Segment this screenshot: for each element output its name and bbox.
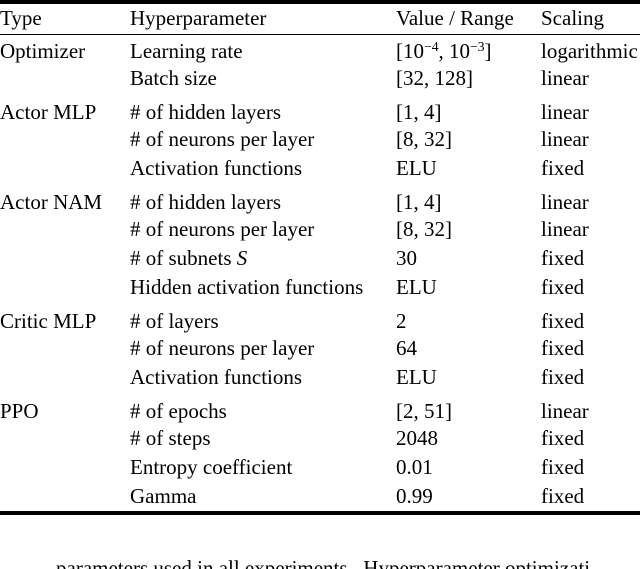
type-cell: Optimizer bbox=[0, 38, 86, 63]
hyperparameter-cell: # of layers bbox=[130, 308, 219, 333]
value-cell: [1, 4] bbox=[396, 99, 442, 124]
hyperparameter-cell: # of neurons per layer bbox=[130, 216, 315, 241]
table-row: Activation functions ELU fixed bbox=[0, 363, 640, 392]
value-cell: 2 bbox=[396, 308, 407, 333]
table-row: Gamma 0.99 fixed bbox=[0, 482, 640, 511]
type-cell bbox=[0, 334, 130, 363]
scaling-cell: logarithmic bbox=[541, 38, 638, 63]
hyperparameter-cell: Hidden activation functions bbox=[130, 274, 364, 299]
hyperparameter-cell: # of neurons per layer bbox=[130, 126, 315, 151]
scaling-cell: linear bbox=[541, 398, 589, 423]
table-row: Critic MLP # of layers 2 fixed bbox=[0, 302, 640, 334]
hyperparameter-table: Type Hyperparameter Value / Range Scalin… bbox=[0, 4, 640, 511]
table-row: PPO # of epochs [2, 51] linear bbox=[0, 392, 640, 424]
value-cell: ELU bbox=[396, 364, 437, 389]
value-cell: [32, 128] bbox=[396, 65, 473, 90]
hyperparameter-cell: Batch size bbox=[130, 65, 217, 90]
column-header-type: Type bbox=[0, 4, 130, 35]
hyperparameter-cell: # of subnets S bbox=[130, 245, 248, 270]
table-section: Optimizer Learning rate [10−4, 10−3] logari… bbox=[0, 34, 640, 93]
table-row: # of subnets S 30 fixed bbox=[0, 244, 640, 273]
table-row: Batch size [32, 128] linear bbox=[0, 64, 640, 93]
scaling-cell: fixed bbox=[541, 155, 585, 180]
table-section: Actor MLP # of hidden layers [1, 4] linear #… bbox=[0, 93, 640, 183]
hyperparameter-cell: # of neurons per layer bbox=[130, 335, 315, 360]
table-row: Optimizer Learning rate [10−4, 10−3] logari… bbox=[0, 34, 640, 64]
table-section: Critic MLP # of layers 2 fixed # of neurons … bbox=[0, 302, 640, 392]
type-cell bbox=[0, 64, 130, 93]
scaling-cell: linear bbox=[541, 65, 589, 90]
value-cell: [2, 51] bbox=[396, 398, 452, 423]
caption-fragment: parameters used in all experiments. Hype… bbox=[56, 556, 591, 569]
hyperparameter-cell: Entropy coefficient bbox=[130, 454, 293, 479]
scaling-cell: linear bbox=[541, 126, 589, 151]
scaling-cell: fixed bbox=[541, 274, 585, 299]
value-cell: [10−4, 10−3] bbox=[396, 38, 492, 63]
value-cell: [1, 4] bbox=[396, 189, 442, 214]
type-cell bbox=[0, 273, 130, 302]
scaling-cell: fixed bbox=[541, 454, 585, 479]
table-header: Type Hyperparameter Value / Range Scalin… bbox=[0, 4, 640, 35]
table-row: # of neurons per layer [8, 32] linear bbox=[0, 215, 640, 244]
hyperparameter-cell: # of hidden layers bbox=[130, 189, 282, 214]
value-cell: [8, 32] bbox=[396, 126, 452, 151]
scaling-cell: fixed bbox=[541, 483, 585, 508]
table-row: Actor NAM # of hidden layers [1, 4] linear bbox=[0, 183, 640, 215]
scaling-cell: fixed bbox=[541, 308, 585, 333]
table-section: Actor NAM # of hidden layers [1, 4] linear #… bbox=[0, 183, 640, 302]
value-cell: ELU bbox=[396, 155, 437, 180]
hyperparameter-cell: Activation functions bbox=[130, 364, 303, 389]
table-top-rule bbox=[0, 0, 640, 4]
hyperparameter-cell: Learning rate bbox=[130, 38, 243, 63]
table-row: # of neurons per layer [8, 32] linear bbox=[0, 125, 640, 154]
type-cell: Actor NAM bbox=[0, 189, 103, 214]
column-header-hyperparameter: Hyperparameter bbox=[130, 4, 396, 35]
hyperparameter-cell: # of epochs bbox=[130, 398, 227, 423]
table-row: Activation functions ELU fixed bbox=[0, 154, 640, 183]
type-cell bbox=[0, 482, 130, 511]
scaling-cell: linear bbox=[541, 99, 589, 124]
hyperparameter-cell: Activation functions bbox=[130, 155, 303, 180]
hyperparameter-cell: # of steps bbox=[130, 425, 211, 450]
scaling-cell: fixed bbox=[541, 245, 585, 270]
value-cell: 30 bbox=[396, 245, 417, 270]
scaling-cell: fixed bbox=[541, 335, 585, 360]
table-row: # of steps 2048 fixed bbox=[0, 424, 640, 453]
value-cell: 2048 bbox=[396, 425, 438, 450]
column-header-value-range: Value / Range bbox=[396, 4, 541, 35]
type-cell bbox=[0, 244, 130, 273]
scaling-cell: linear bbox=[541, 189, 589, 214]
type-cell bbox=[0, 424, 130, 453]
type-cell: Critic MLP bbox=[0, 308, 97, 333]
scaling-cell: fixed bbox=[541, 425, 585, 450]
value-cell: 0.99 bbox=[396, 483, 433, 508]
type-cell bbox=[0, 453, 130, 482]
value-cell: ELU bbox=[396, 274, 437, 299]
type-cell bbox=[0, 154, 130, 183]
type-cell bbox=[0, 215, 130, 244]
header-row: Type Hyperparameter Value / Range Scalin… bbox=[0, 4, 640, 35]
scaling-cell: fixed bbox=[541, 364, 585, 389]
type-cell bbox=[0, 125, 130, 154]
table-section: PPO # of epochs [2, 51] linear # of steps 204… bbox=[0, 392, 640, 511]
scaling-cell: linear bbox=[541, 216, 589, 241]
type-cell: PPO bbox=[0, 398, 39, 423]
value-cell: [8, 32] bbox=[396, 216, 452, 241]
table-row: Actor MLP # of hidden layers [1, 4] linear bbox=[0, 93, 640, 125]
column-header-scaling: Scaling bbox=[541, 4, 640, 35]
hyperparameter-cell: Gamma bbox=[130, 483, 197, 508]
table-row: # of neurons per layer 64 fixed bbox=[0, 334, 640, 363]
table-row: Entropy coefficient 0.01 fixed bbox=[0, 453, 640, 482]
type-cell bbox=[0, 363, 130, 392]
value-cell: 64 bbox=[396, 335, 417, 360]
value-cell: 0.01 bbox=[396, 454, 433, 479]
table-row: Hidden activation functions ELU fixed bbox=[0, 273, 640, 302]
hyperparameter-cell: # of hidden layers bbox=[130, 99, 282, 124]
table-bottom-rule bbox=[0, 510, 640, 515]
type-cell: Actor MLP bbox=[0, 99, 97, 124]
